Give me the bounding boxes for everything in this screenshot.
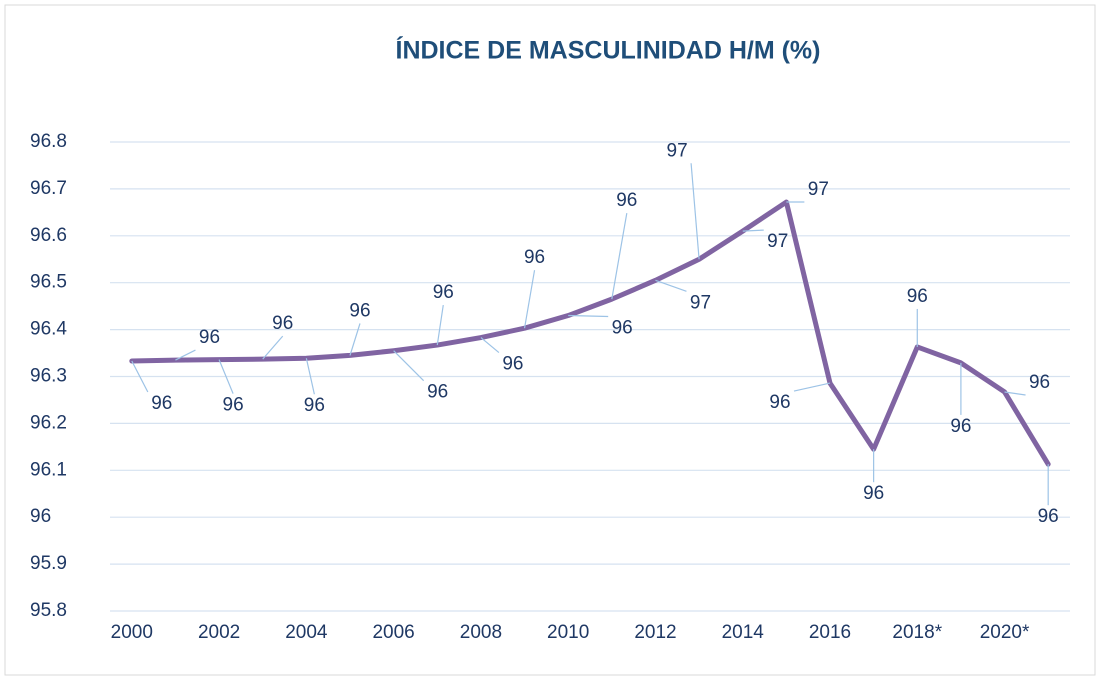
line-series (129, 199, 1051, 467)
data-label: 96 (427, 382, 448, 403)
y-tick-label: 96.7 (30, 178, 67, 199)
data-label: 96 (1029, 372, 1050, 393)
x-tick-label: 2014 (722, 622, 765, 643)
leader-line (480, 337, 500, 354)
x-tick-label: 2020* (980, 622, 1030, 643)
leader-line (690, 163, 700, 260)
leader-line (131, 360, 149, 393)
x-tick-label: 2004 (285, 622, 328, 643)
leader-line (262, 335, 284, 360)
leader-line (349, 323, 361, 356)
data-label: 97 (667, 140, 688, 161)
leader-line (436, 304, 444, 346)
y-tick-label: 96.4 (30, 319, 67, 340)
data-label: 97 (767, 231, 788, 252)
x-tick-label: 2008 (460, 622, 502, 643)
data-label: 96 (272, 313, 293, 334)
y-tick-label: 95.8 (30, 600, 67, 621)
leader-line (655, 279, 687, 292)
x-tick-label: 2012 (634, 622, 676, 643)
data-label: 96 (304, 395, 325, 416)
data-label: 96 (863, 483, 884, 504)
y-tick-label: 95.9 (30, 553, 67, 574)
data-label: 96 (433, 282, 454, 303)
leader-line (218, 359, 234, 394)
leader-line (305, 358, 315, 395)
data-label: 96 (223, 395, 244, 416)
leader-line (793, 382, 831, 392)
data-label: 96 (1038, 506, 1059, 527)
chart-title: ÍNDICE DE MASCULINIDAD H/M (%) (396, 36, 821, 65)
y-tick-label: 96 (30, 506, 51, 527)
leader-line (1004, 391, 1026, 396)
y-tick-label: 96.6 (30, 225, 67, 246)
x-tick-label: 2000 (111, 622, 153, 643)
x-tick-label: 2018* (892, 622, 942, 643)
data-label: 96 (151, 393, 172, 414)
chart-frame (4, 4, 1096, 676)
data-label: 96 (616, 190, 637, 211)
data-label: 96 (349, 300, 370, 321)
x-tick-label: 2016 (809, 622, 851, 643)
data-label: 97 (690, 292, 711, 313)
data-label: 96 (524, 247, 545, 268)
y-tick-label: 96.1 (30, 459, 67, 480)
data-label: 96 (950, 416, 971, 437)
data-label: 96 (502, 354, 523, 375)
data-label: 96 (907, 286, 928, 307)
y-tick-label: 96.2 (30, 412, 67, 433)
x-tick-label: 2006 (372, 622, 414, 643)
x-tick-label: 2010 (547, 622, 589, 643)
x-tick-label: 2002 (198, 622, 240, 643)
y-tick-label: 96.8 (30, 131, 67, 152)
leader-line (523, 270, 536, 329)
y-tick-label: 96.5 (30, 272, 67, 293)
data-label: 96 (769, 392, 790, 413)
leader-line (742, 229, 764, 232)
leader-line (175, 349, 196, 361)
data-label: 96 (612, 318, 633, 339)
data-label: 96 (199, 327, 220, 348)
data-label: 97 (808, 179, 829, 200)
leader-line (568, 314, 609, 318)
leader-line (611, 213, 628, 300)
y-tick-label: 96.3 (30, 366, 67, 387)
leader-line (393, 350, 425, 382)
